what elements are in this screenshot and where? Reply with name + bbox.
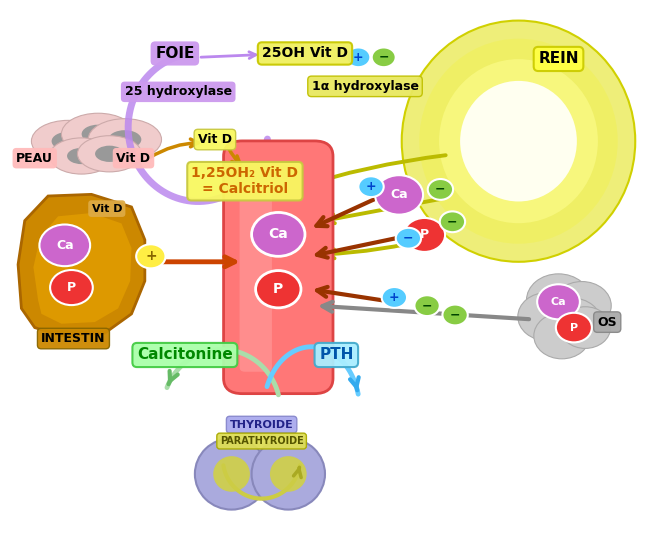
Text: −: − bbox=[379, 51, 389, 64]
Ellipse shape bbox=[31, 120, 105, 162]
Circle shape bbox=[442, 305, 468, 326]
Ellipse shape bbox=[213, 456, 250, 492]
Text: 1,25OH₂ Vit D
= Calcitriol: 1,25OH₂ Vit D = Calcitriol bbox=[192, 166, 298, 196]
Circle shape bbox=[40, 224, 90, 266]
FancyBboxPatch shape bbox=[224, 141, 333, 393]
Ellipse shape bbox=[419, 39, 618, 244]
Text: +: + bbox=[353, 51, 364, 64]
Circle shape bbox=[346, 47, 371, 67]
Ellipse shape bbox=[252, 439, 325, 510]
Text: 25OH Vit D: 25OH Vit D bbox=[262, 46, 348, 61]
Ellipse shape bbox=[439, 59, 598, 223]
Text: Vit D: Vit D bbox=[198, 133, 232, 146]
Text: PEAU: PEAU bbox=[16, 152, 53, 165]
Circle shape bbox=[553, 282, 611, 330]
Text: 25 hydroxylase: 25 hydroxylase bbox=[125, 85, 232, 98]
Text: PARATHYROIDE: PARATHYROIDE bbox=[220, 436, 304, 446]
Circle shape bbox=[537, 284, 580, 320]
Circle shape bbox=[556, 313, 592, 342]
Circle shape bbox=[252, 213, 305, 256]
Text: Vit D: Vit D bbox=[117, 152, 151, 165]
Text: Ca: Ca bbox=[551, 297, 566, 307]
Text: Calcitonine: Calcitonine bbox=[137, 348, 232, 363]
Text: 1α hydroxylase: 1α hydroxylase bbox=[312, 80, 419, 93]
Text: −: − bbox=[450, 309, 460, 321]
Ellipse shape bbox=[67, 148, 96, 164]
FancyBboxPatch shape bbox=[240, 163, 272, 372]
Ellipse shape bbox=[88, 118, 161, 160]
Text: P: P bbox=[570, 322, 578, 333]
Text: −: − bbox=[447, 215, 458, 228]
Ellipse shape bbox=[50, 138, 113, 174]
Circle shape bbox=[255, 271, 301, 308]
Text: FOIE: FOIE bbox=[155, 46, 194, 61]
Text: Ca: Ca bbox=[56, 239, 74, 252]
Circle shape bbox=[382, 287, 407, 308]
Circle shape bbox=[527, 274, 590, 327]
Circle shape bbox=[440, 212, 465, 232]
Ellipse shape bbox=[78, 136, 141, 172]
Text: P: P bbox=[420, 229, 429, 241]
Polygon shape bbox=[18, 195, 145, 336]
Circle shape bbox=[534, 313, 590, 359]
Ellipse shape bbox=[460, 81, 577, 202]
Text: Vit D: Vit D bbox=[92, 204, 122, 214]
Ellipse shape bbox=[270, 456, 307, 492]
Circle shape bbox=[404, 218, 445, 252]
Text: P: P bbox=[273, 282, 283, 296]
Text: Ca: Ca bbox=[390, 188, 408, 202]
Text: OS: OS bbox=[598, 316, 617, 328]
Ellipse shape bbox=[195, 439, 268, 510]
Circle shape bbox=[372, 47, 396, 67]
Circle shape bbox=[427, 179, 453, 200]
Ellipse shape bbox=[402, 20, 635, 262]
Text: −: − bbox=[422, 299, 432, 312]
Text: +: + bbox=[366, 180, 377, 193]
Ellipse shape bbox=[52, 132, 84, 150]
Text: THYROIDE: THYROIDE bbox=[230, 420, 293, 430]
Circle shape bbox=[50, 270, 93, 305]
Ellipse shape bbox=[82, 125, 115, 143]
Ellipse shape bbox=[109, 130, 141, 149]
Circle shape bbox=[396, 228, 421, 249]
Circle shape bbox=[415, 295, 440, 316]
Text: PTH: PTH bbox=[319, 348, 354, 363]
Circle shape bbox=[136, 244, 165, 268]
Circle shape bbox=[518, 293, 576, 341]
Text: Ca: Ca bbox=[269, 228, 288, 241]
Circle shape bbox=[543, 298, 601, 346]
Circle shape bbox=[560, 307, 610, 348]
Text: +: + bbox=[145, 249, 157, 263]
Circle shape bbox=[358, 176, 384, 197]
Text: −: − bbox=[436, 183, 446, 196]
Text: −: − bbox=[403, 232, 413, 245]
Text: P: P bbox=[67, 281, 76, 294]
Ellipse shape bbox=[62, 113, 135, 155]
Polygon shape bbox=[34, 213, 131, 324]
Ellipse shape bbox=[95, 145, 124, 162]
Circle shape bbox=[375, 175, 423, 215]
Text: INTESTIN: INTESTIN bbox=[41, 332, 106, 345]
Text: REIN: REIN bbox=[538, 51, 579, 67]
Text: +: + bbox=[389, 291, 400, 304]
